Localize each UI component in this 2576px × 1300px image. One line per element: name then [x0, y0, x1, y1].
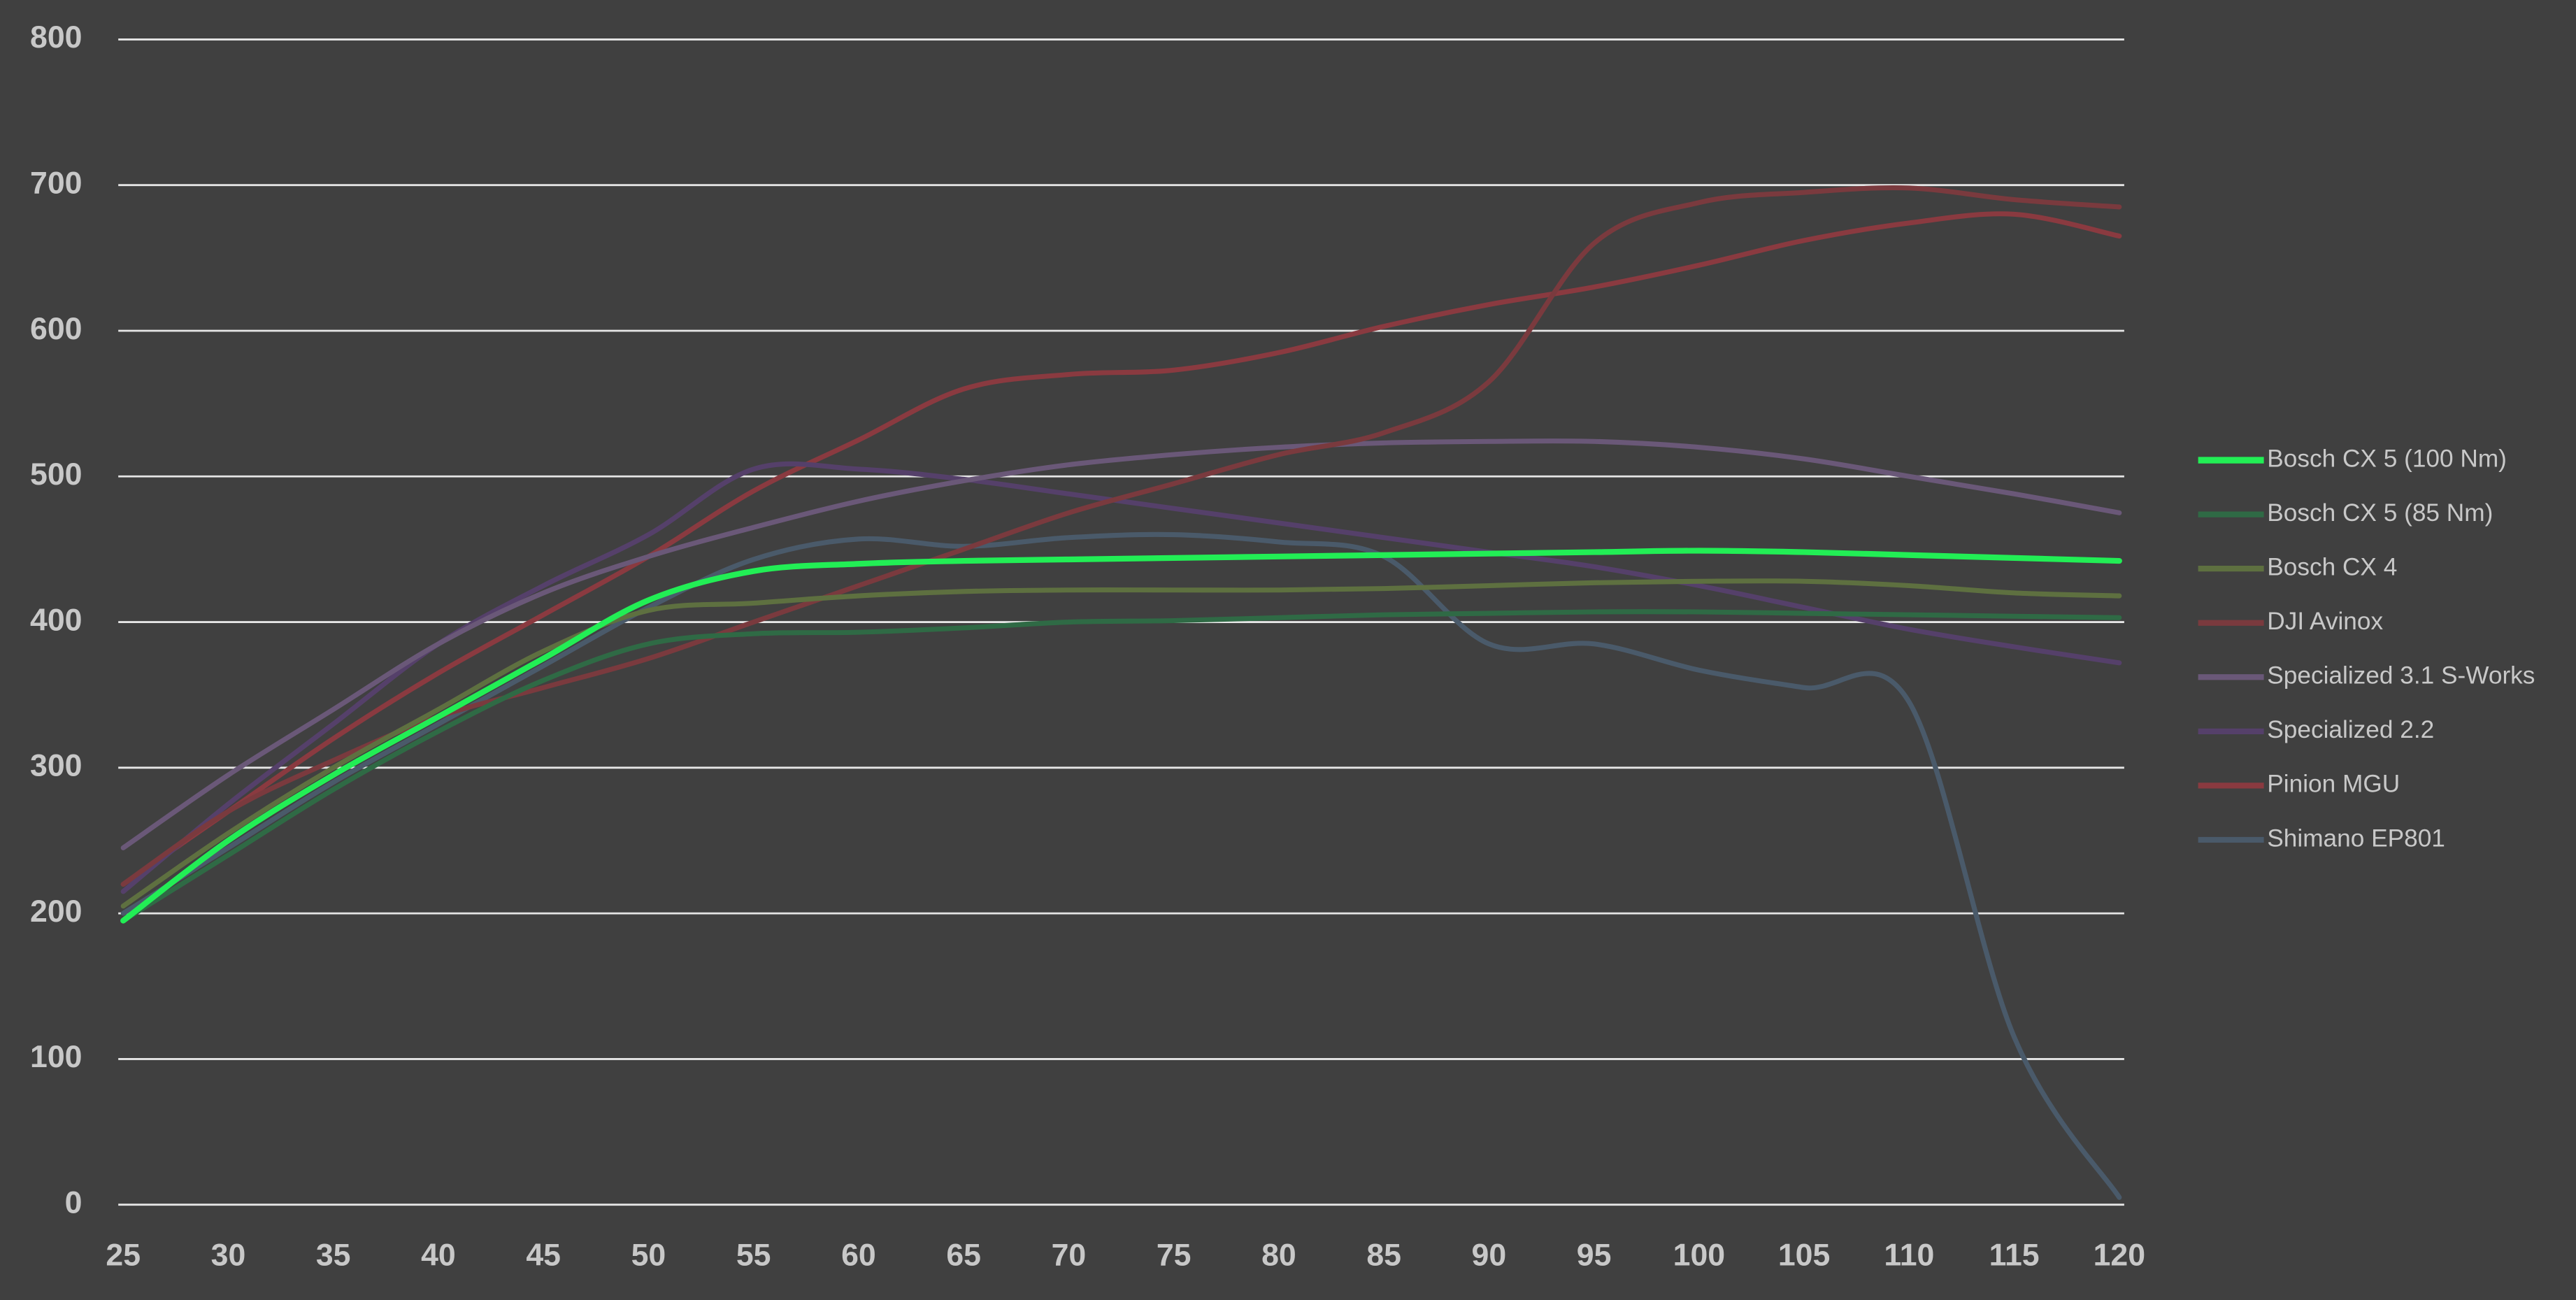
y-tick-label: 400 [30, 603, 82, 637]
x-tick-label: 40 [421, 1238, 456, 1273]
legend-label: Specialized 2.2 [2267, 716, 2434, 743]
x-tick-label: 85 [1366, 1238, 1401, 1273]
x-tick-label: 60 [841, 1238, 876, 1273]
series-line [120, 211, 2122, 887]
x-tick-label: 65 [946, 1238, 981, 1273]
y-tick-label: 300 [30, 749, 82, 783]
x-tick-label: 75 [1157, 1238, 1192, 1273]
x-tick-label: 80 [1261, 1238, 1296, 1273]
legend-label: Specialized 3.1 S-Works [2267, 662, 2535, 690]
y-tick-label: 0 [65, 1185, 83, 1220]
legend-label: Bosch CX 5 (100 Nm) [2267, 445, 2507, 472]
x-tick-label: 50 [631, 1238, 666, 1273]
legend: Bosch CX 5 (100 Nm) Bosch CX 5 (85 Nm) Bos… [2198, 445, 2535, 852]
series-line [120, 609, 2122, 924]
x-tick-label: 35 [316, 1238, 351, 1273]
series-line [120, 438, 2122, 850]
x-tick-label: 55 [736, 1238, 771, 1273]
x-tick-label: 120 [2094, 1238, 2145, 1273]
x-tick-label: 110 [1884, 1238, 1934, 1273]
x-tick-label: 30 [211, 1238, 246, 1273]
x-tick-label: 25 [106, 1238, 141, 1273]
y-tick-label: 600 [30, 312, 82, 346]
x-tick-label: 45 [526, 1238, 561, 1273]
series-line [120, 548, 2122, 924]
legend-label: Pinion MGU [2267, 771, 2400, 798]
legend-label: Bosch CX 5 (85 Nm) [2267, 499, 2493, 527]
x-tick-label: 115 [1989, 1238, 2040, 1273]
x-tick-label: 100 [1673, 1238, 1725, 1273]
y-tick-label: 500 [30, 457, 82, 492]
y-tick-label: 800 [30, 20, 82, 55]
legend-label: DJI Avinox [2267, 608, 2383, 635]
y-tick-label: 200 [30, 894, 82, 929]
y-tick-label: 700 [30, 166, 82, 200]
legend-label: Shimano EP801 [2267, 824, 2445, 852]
series-line [120, 578, 2122, 909]
x-tick-label: 90 [1472, 1238, 1507, 1273]
x-tick-label: 105 [1778, 1238, 1830, 1273]
series-line [120, 531, 2122, 1200]
x-tick-label: 70 [1052, 1238, 1087, 1273]
y-tick-label: 100 [30, 1040, 82, 1074]
legend-label: Bosch CX 4 [2267, 553, 2397, 580]
x-tick-label: 95 [1577, 1238, 1612, 1273]
